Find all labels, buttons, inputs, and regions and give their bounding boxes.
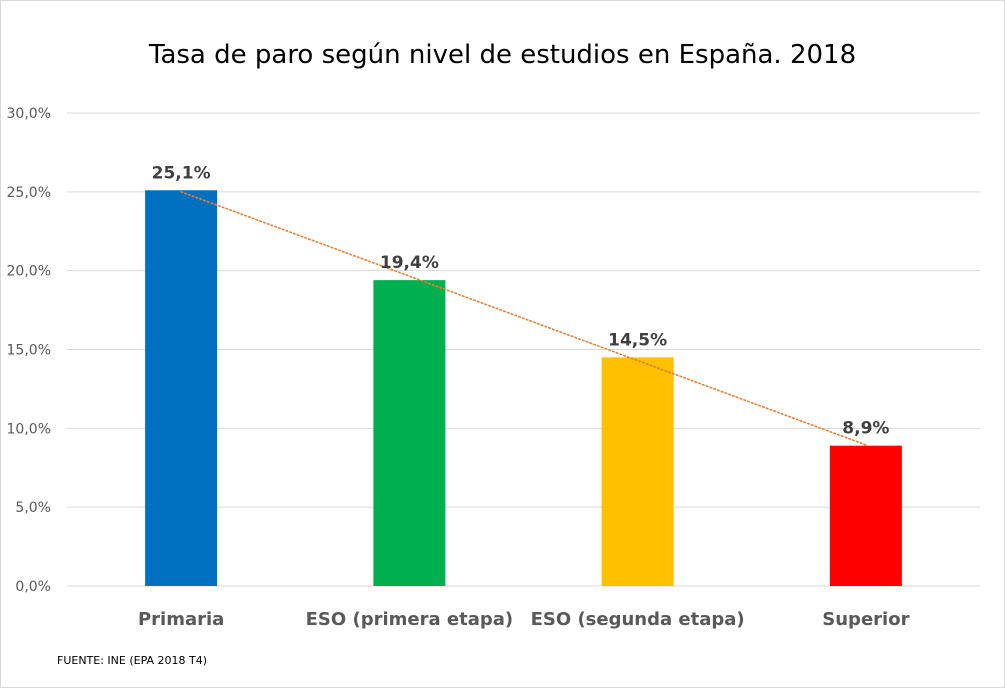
category-label: Primaria [138, 609, 224, 630]
y-tick-label: 5,0% [15, 500, 51, 516]
gridlines [67, 112, 980, 587]
trendline-path [180, 191, 867, 446]
data-labels: 25,1% 19,4% 14,5% 8,9% [152, 163, 890, 438]
category-label: ESO (primera etapa) [306, 609, 513, 630]
bar [373, 280, 446, 586]
category-label: ESO (segunda etapa) [531, 609, 745, 630]
y-tick-label: 10,0% [7, 421, 51, 437]
bar [829, 445, 902, 586]
chart-title: Tasa de paro según nivel de estudios en … [148, 40, 857, 70]
bar [601, 357, 674, 586]
data-label: 19,4% [380, 253, 439, 273]
data-label: 14,5% [608, 330, 667, 350]
y-tick-label: 25,0% [7, 185, 51, 201]
source-note: FUENTE: INE (EPA 2018 T4) [57, 654, 208, 667]
y-axis-tick-labels: 0,0% 5,0% 10,0% 15,0% 20,0% 25,0% 30,0% [7, 106, 51, 595]
data-label: 25,1% [152, 163, 211, 183]
category-label: Superior [822, 609, 909, 630]
trendline [180, 191, 867, 446]
y-tick-label: 20,0% [7, 264, 51, 280]
y-tick-label: 30,0% [7, 106, 51, 122]
bars [145, 190, 902, 587]
y-tick-label: 15,0% [7, 343, 51, 359]
x-axis-category-labels: Primaria ESO (primera etapa) ESO (segunda … [138, 609, 910, 630]
data-label: 8,9% [842, 419, 889, 439]
y-tick-label: 0,0% [15, 579, 51, 595]
bar [145, 190, 218, 587]
